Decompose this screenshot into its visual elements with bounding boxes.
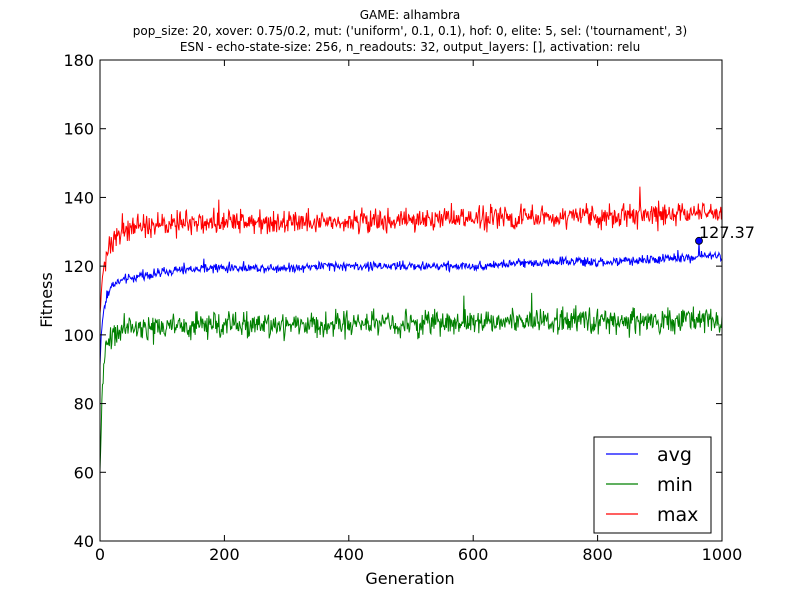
series-line-min — [99, 292, 723, 471]
x-axis-label: Generation — [365, 569, 454, 588]
y-tick-label: 160 — [63, 120, 94, 139]
ticks-layer: 0 200 400 600 800 1000 40 60 80 100 120 140 160 180 — [63, 51, 742, 564]
x-tick-label: 400 — [334, 545, 365, 564]
y-tick-label: 140 — [63, 188, 94, 207]
y-axis-label: Fitness — [37, 272, 56, 327]
series-line-max — [99, 186, 723, 314]
legend-label-avg: avg — [657, 444, 692, 466]
highlight-point-label: 127.37 — [699, 223, 755, 242]
y-tick-label: 40 — [74, 532, 94, 551]
annotation-layer: 127.37 — [695, 223, 755, 245]
x-tick-label: 200 — [209, 545, 240, 564]
chart-title-line-1: GAME: alhambra — [360, 8, 461, 22]
x-tick-label: 1000 — [702, 545, 743, 564]
legend-label-max: max — [657, 504, 698, 526]
x-tick-label: 0 — [95, 545, 105, 564]
series-layer — [99, 186, 723, 471]
y-tick-label: 180 — [63, 51, 94, 70]
highlight-point-marker — [695, 236, 703, 245]
y-tick-label: 60 — [74, 463, 94, 482]
legend-label-min: min — [657, 474, 693, 496]
y-tick-label: 120 — [63, 257, 94, 276]
plot-frame — [99, 59, 723, 542]
chart-title-line-3: ESN - echo-state-size: 256, n_readouts: … — [180, 40, 640, 54]
series-line-avg — [99, 240, 723, 366]
legend: avg min max — [593, 436, 712, 534]
y-tick-label: 80 — [74, 395, 94, 414]
legend-box — [593, 436, 712, 534]
chart-title-line-2: pop_size: 20, xover: 0.75/0.2, mut: ('un… — [133, 24, 688, 38]
x-tick-label: 800 — [582, 545, 613, 564]
y-tick-label: 100 — [63, 326, 94, 345]
x-tick-label: 600 — [458, 545, 489, 564]
